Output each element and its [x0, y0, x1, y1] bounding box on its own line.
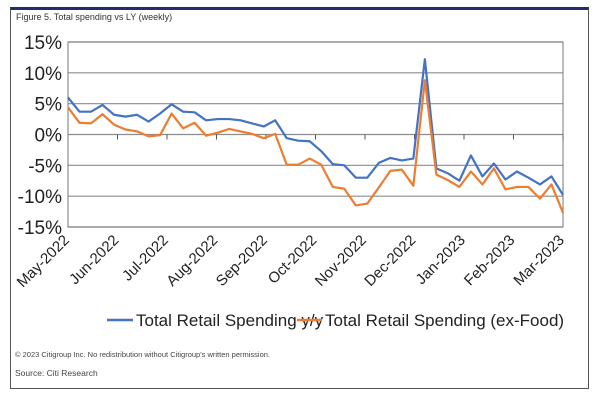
legend: Total Retail Spending y/y Total Retail S… — [107, 311, 564, 330]
x-axis: May-2022Jun-2022Jul-2022Aug-2022Sep-2022… — [14, 134, 568, 291]
y-tick-label: 5% — [35, 95, 63, 116]
copyright-note: © 2023 Citigroup Inc. No redistribution … — [15, 350, 270, 359]
series-line-1 — [67, 58, 564, 196]
x-tick-label: Feb-2023 — [461, 232, 518, 289]
series-line-2 — [67, 79, 565, 214]
legend-label-series2: Total Retail Spending (ex-Food) — [325, 311, 564, 330]
figure-title: Figure 5. Total spending vs LY (weekly) — [16, 12, 173, 22]
x-tick-label: Jun-2022 — [66, 232, 122, 288]
y-tick-label: -5% — [28, 156, 62, 177]
x-tick-label: Mar-2023 — [510, 232, 567, 289]
figure-frame — [10, 7, 589, 389]
x-tick-label: Jan-2023 — [413, 232, 469, 288]
x-tick-label: Aug-2022 — [163, 232, 221, 290]
y-tick-label: -15% — [18, 218, 62, 239]
y-tick-label: 10% — [24, 64, 62, 85]
x-tick-label: Dec-2022 — [361, 232, 419, 290]
legend-label-series1: Total Retail Spending y/y — [136, 311, 324, 330]
source-note: Source: Citi Research — [15, 368, 98, 378]
y-axis: 15% 10% 5% 0% -5% -10% -15% — [18, 33, 62, 239]
y-tick-label: 0% — [35, 126, 63, 147]
series-lines — [67, 58, 565, 214]
x-tick-label: Sep-2022 — [213, 232, 271, 290]
y-tick-label: 15% — [24, 33, 62, 54]
y-tick-label: -10% — [18, 187, 62, 208]
x-tick-label: May-2022 — [14, 232, 73, 291]
x-tick-label: Nov-2022 — [312, 232, 370, 290]
